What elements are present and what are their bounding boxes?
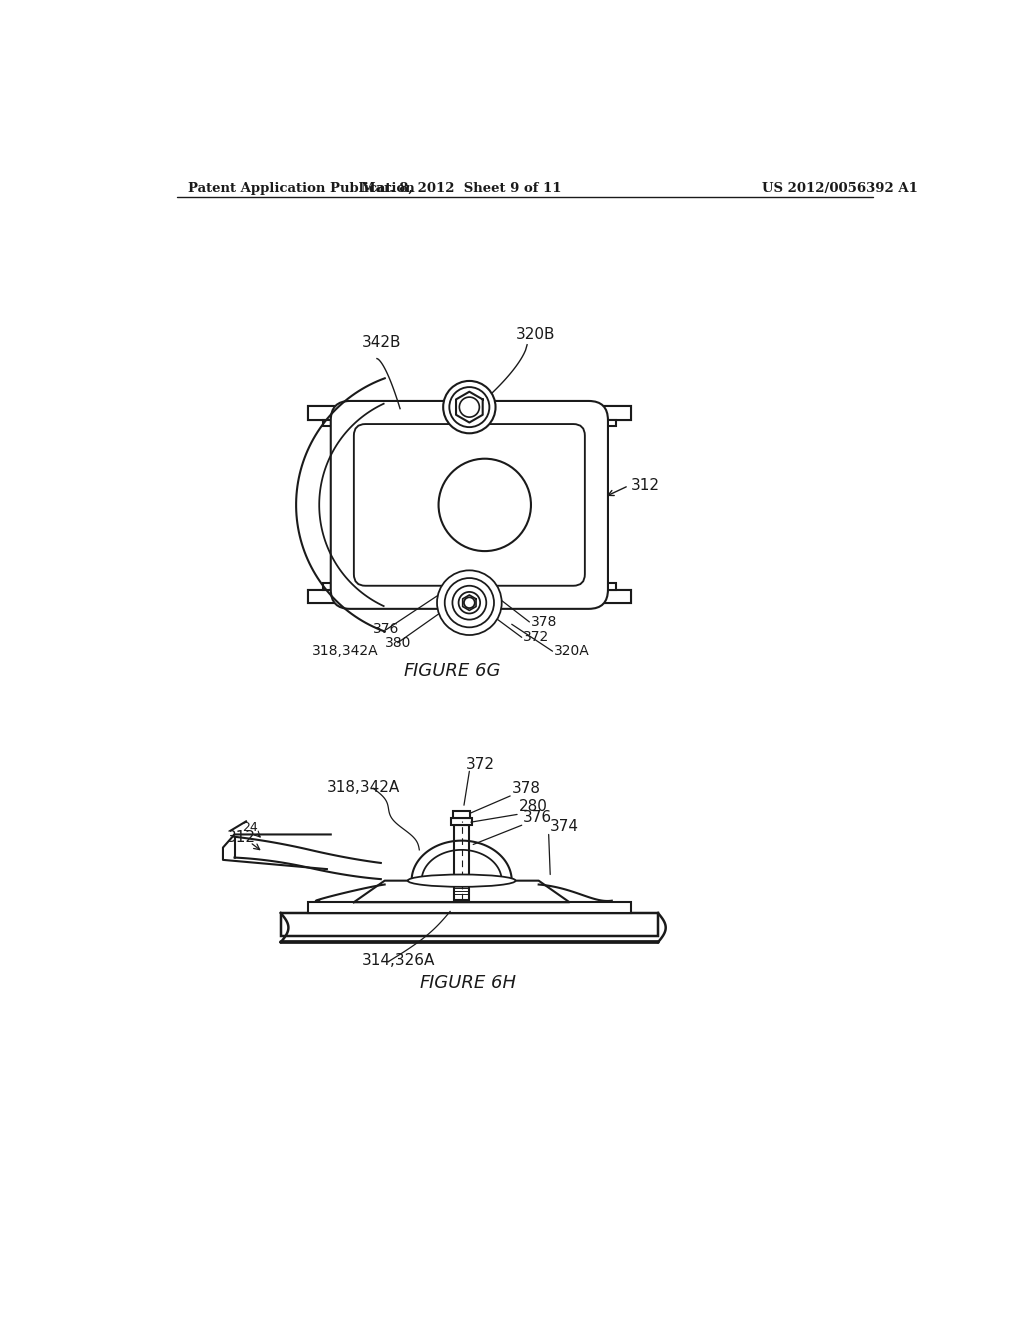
Text: Patent Application Publication: Patent Application Publication	[188, 182, 415, 194]
Text: 320A: 320A	[554, 644, 590, 659]
Text: 374: 374	[550, 820, 580, 834]
Ellipse shape	[459, 591, 480, 614]
Text: 312: 312	[631, 478, 660, 492]
Bar	[323, 420, 350, 426]
Ellipse shape	[438, 459, 531, 552]
Ellipse shape	[460, 397, 479, 417]
Text: Mar. 8, 2012  Sheet 9 of 11: Mar. 8, 2012 Sheet 9 of 11	[361, 182, 562, 194]
Text: IGURE 6G: IGURE 6G	[413, 661, 501, 680]
Text: F: F	[403, 661, 415, 680]
Text: 280: 280	[518, 800, 548, 814]
Text: 376: 376	[373, 623, 399, 636]
Text: 376: 376	[523, 810, 552, 825]
Bar	[307, 903, 631, 913]
Text: 314,326A: 314,326A	[361, 953, 435, 968]
Bar	[454, 812, 470, 817]
Text: US 2012/0056392 A1: US 2012/0056392 A1	[762, 182, 918, 194]
Ellipse shape	[408, 874, 515, 887]
Text: 312: 312	[226, 830, 256, 845]
Bar	[451, 817, 472, 825]
Text: 378: 378	[512, 781, 541, 796]
Text: 378: 378	[531, 615, 557, 628]
Bar	[589, 407, 631, 420]
Bar	[307, 590, 631, 603]
Bar	[589, 590, 631, 603]
Bar	[589, 583, 615, 590]
Text: IGURE 6H: IGURE 6H	[429, 974, 515, 991]
Bar	[323, 583, 350, 590]
Text: 320B: 320B	[515, 327, 555, 342]
Text: 372: 372	[523, 630, 550, 644]
Text: 372: 372	[466, 756, 495, 772]
Ellipse shape	[437, 570, 502, 635]
Text: F: F	[419, 974, 430, 991]
Text: 318,342A: 318,342A	[311, 644, 378, 659]
Text: 342B: 342B	[361, 335, 401, 350]
Ellipse shape	[464, 597, 475, 609]
Bar	[454, 825, 469, 900]
Bar	[307, 407, 631, 420]
Ellipse shape	[453, 586, 486, 619]
Bar	[589, 420, 615, 426]
Ellipse shape	[444, 578, 494, 627]
Bar	[307, 407, 350, 420]
Ellipse shape	[443, 381, 496, 433]
Bar	[281, 913, 658, 936]
Bar	[307, 590, 350, 603]
FancyBboxPatch shape	[354, 424, 585, 586]
FancyBboxPatch shape	[331, 401, 608, 609]
Text: 318,342A: 318,342A	[327, 780, 400, 795]
Text: 380: 380	[385, 636, 411, 651]
Ellipse shape	[450, 387, 489, 428]
Text: 24: 24	[243, 821, 258, 834]
